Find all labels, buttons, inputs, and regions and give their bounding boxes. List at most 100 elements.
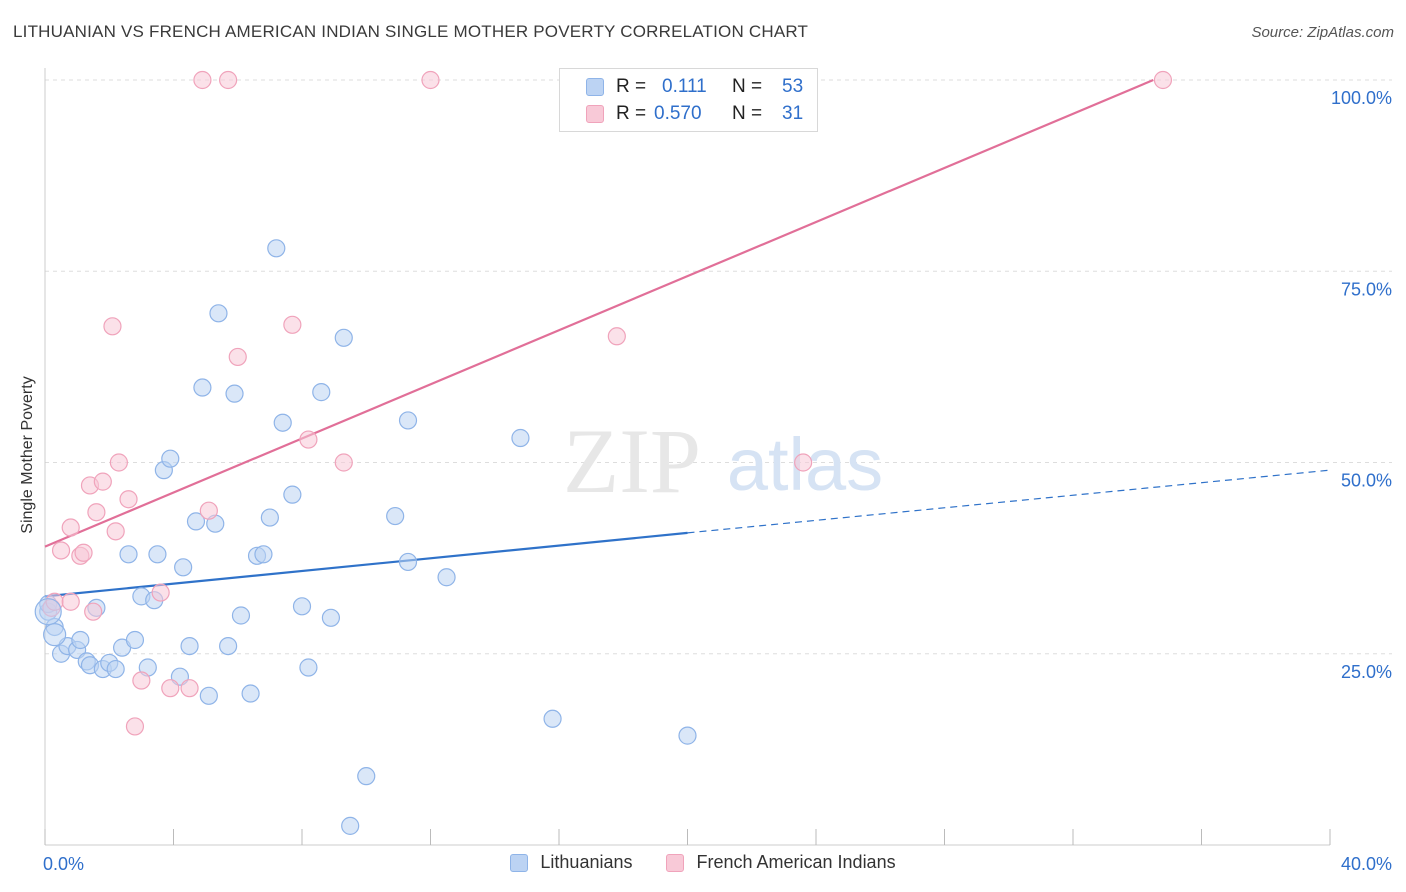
point-lithuanians [321,608,341,627]
legend-n-label: N = [732,76,763,97]
point-french-american-indians [1153,70,1173,90]
y-tick-label: 75.0% [1341,279,1392,299]
point-lithuanians [511,428,530,448]
point-french-american-indians [199,501,218,520]
legend-n-value: 31 [782,103,804,124]
legend-r-value: 0.111 [662,76,707,97]
y-tick-label: 25.0% [1341,662,1392,682]
point-lithuanians [254,545,273,564]
point-lithuanians [334,328,353,347]
point-lithuanians [299,658,318,677]
point-french-american-indians [125,717,145,736]
point-lithuanians [260,508,279,527]
legend-r-value: 0.570 [654,103,702,124]
y-tick-label: 100.0% [1331,88,1392,108]
point-lithuanians [119,545,138,564]
legend-r-label: R = [616,103,647,124]
trend-line-french-american-indians [44,78,1154,548]
point-lithuanians [180,636,199,656]
legend-n-value: 53 [782,76,804,97]
point-lithuanians [193,378,212,397]
point-lithuanians [678,726,697,745]
point-lithuanians [273,413,292,432]
point-lithuanians [219,636,238,656]
y-tick-label: 50.0% [1341,471,1392,491]
point-lithuanians [357,767,376,786]
series-swatch-french-american-indians [666,853,685,872]
point-lithuanians [231,606,251,625]
legend-swatch-lithuanians [586,78,604,96]
legend-row-french-american-indians: R = 0.570 N = 31 [586,101,803,127]
series-legend-french-american-indians: French American Indians [666,852,896,873]
point-french-american-indians [61,592,80,611]
point-lithuanians [341,816,360,835]
point-french-american-indians [180,679,199,698]
legend-swatch-french-american-indians [586,105,604,123]
point-french-american-indians [161,679,180,698]
point-lithuanians [125,630,145,650]
series-name-french-american-indians: French American Indians [696,852,896,872]
point-lithuanians [386,506,405,526]
point-lithuanians [43,623,67,647]
legend-n-label: N = [732,103,763,124]
series-legend-lithuanians: Lithuanians [510,852,632,873]
point-lithuanians [71,630,90,650]
point-french-american-indians [109,453,128,472]
point-lithuanians [148,545,167,564]
point-french-american-indians [421,70,440,90]
point-lithuanians [161,449,180,468]
trend-line-lithuanians [44,531,688,598]
legend-row-lithuanians: R = 0.111 N = 53 [586,74,803,100]
point-french-american-indians [93,472,112,491]
point-lithuanians [267,239,286,258]
point-lithuanians [106,659,125,679]
point-french-american-indians [228,347,247,367]
point-french-american-indians [193,70,212,90]
chart-source: Source: ZipAtlas.com [1251,24,1394,41]
point-lithuanians [186,512,206,531]
point-lithuanians [199,686,218,705]
point-lithuanians [225,384,244,403]
point-lithuanians [283,485,302,504]
point-french-american-indians [61,518,80,537]
watermark-zip: ZIP [563,410,701,512]
trend-lines [44,78,1331,598]
data-points [34,70,1173,835]
series-name-lithuanians: Lithuanians [540,852,633,872]
point-lithuanians [312,383,331,402]
legend-r-label: R = [616,76,647,97]
tick-labels: 25.0% 50.0% 75.0% 100.0% 0.0% 40.0% [43,88,1392,874]
watermark: ZIP atlas [563,410,883,512]
point-lithuanians [543,709,562,728]
point-french-american-indians [87,503,106,522]
point-lithuanians [398,552,418,572]
point-french-american-indians [84,602,103,621]
series-legend: Lithuanians French American Indians [0,852,1406,873]
point-french-american-indians [219,70,238,90]
point-lithuanians [437,568,456,587]
point-lithuanians [34,598,62,626]
series-swatch-lithuanians [510,853,529,872]
point-lithuanians [398,411,418,430]
point-french-american-indians [132,671,151,690]
point-french-american-indians [283,315,302,334]
point-french-american-indians [119,490,138,509]
point-lithuanians [174,558,193,577]
x-tick-label: 40.0% [1341,854,1392,874]
point-french-american-indians [103,317,122,336]
chart-title: LITHUANIAN VS FRENCH AMERICAN INDIAN SIN… [13,22,809,41]
point-french-american-indians [106,522,125,541]
point-lithuanians [241,684,260,703]
point-french-american-indians [74,543,93,562]
point-french-american-indians [794,453,813,472]
x-tick-label: 0.0% [43,854,84,874]
point-french-american-indians [51,541,71,560]
point-french-american-indians [299,430,318,449]
axes [44,68,1331,846]
point-lithuanians [292,597,312,616]
point-french-american-indians [151,583,170,602]
point-lithuanians [209,304,228,323]
grid-lines [45,79,1392,655]
correlation-legend: R = 0.111 N = 53 R = 0.570 N = 31 [559,68,818,132]
